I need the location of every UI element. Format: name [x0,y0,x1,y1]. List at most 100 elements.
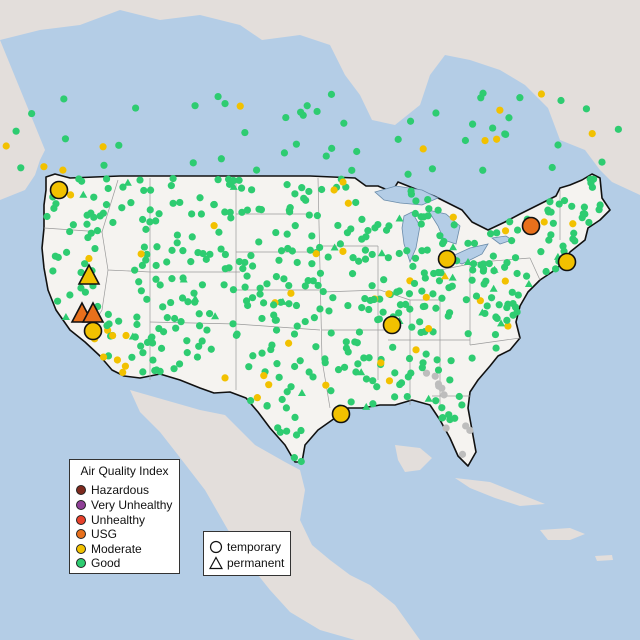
monitor-point [227,214,235,222]
monitor-point [358,215,366,224]
monitor-point [255,205,263,213]
monitor-point [585,218,593,227]
monitor-point [389,343,397,351]
monitor-point [299,111,307,119]
monitor-point [285,339,293,347]
monitor-point [431,372,439,380]
monitor-point [198,337,206,345]
monitor-point [152,261,160,270]
station-marker[interactable] [557,252,577,272]
monitor-point [2,142,10,150]
monitor-point [432,304,440,312]
monitor-point [99,209,107,217]
monitor-point [361,246,370,254]
monitor-point [305,187,313,196]
monitor-point [445,411,453,419]
monitor-point [297,457,305,466]
monitor-point [438,294,446,302]
monitor-point [189,159,197,167]
monitor-point [316,269,325,277]
monitor-point [554,141,562,149]
monitor-point [131,104,140,112]
monitor-point [290,330,299,338]
monitor-point [496,106,504,114]
monitor-point [357,368,366,376]
monitor-point [168,275,176,283]
station-marker[interactable] [521,216,541,236]
monitor-point [524,279,533,287]
monitor-point [419,302,427,311]
monitor-point [138,261,147,270]
monitor-point [169,199,177,207]
monitor-point [173,239,181,247]
monitor-point [544,208,553,216]
monitor-point [503,259,511,267]
monitor-point [226,208,234,216]
monitor-point [327,387,335,395]
station-marker[interactable] [49,180,69,200]
station-marker[interactable] [77,263,101,285]
monitor-point [197,210,205,218]
monitor-point [301,317,309,326]
monitor-point [133,320,141,329]
monitor-point [411,209,419,218]
monitor-point [344,301,352,310]
monitor-point [385,377,394,385]
monitor-point [191,102,199,110]
monitor-point [105,320,113,328]
monitor-point [319,287,327,296]
monitor-point [146,206,154,214]
monitor-point [580,203,588,211]
monitor-point [156,281,164,289]
monitor-point [190,289,198,297]
good-swatch [76,558,86,568]
monitor-point [464,258,473,266]
station-marker[interactable] [382,315,402,335]
monitor-point [171,314,179,323]
station-marker[interactable] [83,321,103,341]
monitor-point [183,349,191,357]
monitor-point [334,221,342,230]
monitor-point [135,278,143,286]
monitor-point [119,183,127,191]
monitor-point [69,221,77,229]
monitor-point [324,253,332,261]
monitor-point [436,232,444,240]
monitor-point [104,310,112,319]
monitor-point [288,247,296,255]
monitor-point [298,184,306,192]
monitor-point [411,254,420,262]
monitor-point [169,174,177,183]
monitor-point [217,155,225,163]
monitor-point [446,376,454,384]
monitor-point [489,124,497,132]
monitor-point [410,279,419,288]
monitor-point [40,163,48,171]
monitor-point [278,297,287,305]
monitor-point [430,269,438,278]
monitor-point [313,107,321,116]
monitor-point [442,424,450,432]
station-marker[interactable] [437,249,457,269]
monitor-type-legend: temporary permanent [203,531,291,576]
monitor-point [282,113,290,122]
monitor-point [361,255,370,263]
monitor-point [243,206,252,214]
monitor-point [325,307,333,315]
monitor-point [368,250,376,259]
monitor-point [60,95,68,103]
monitor-point [233,330,241,338]
monitor-point [385,290,393,298]
monitor-point [352,198,360,207]
monitor-point [118,204,126,212]
monitor-point [348,270,357,278]
monitor-point [569,235,577,243]
station-marker[interactable] [331,404,351,424]
monitor-point [66,291,74,299]
monitor-point [540,218,548,226]
monitor-point [139,368,147,376]
monitor-point [365,354,373,362]
monitor-point [479,89,487,97]
monitor-point [244,301,252,310]
monitor-point [504,322,512,330]
